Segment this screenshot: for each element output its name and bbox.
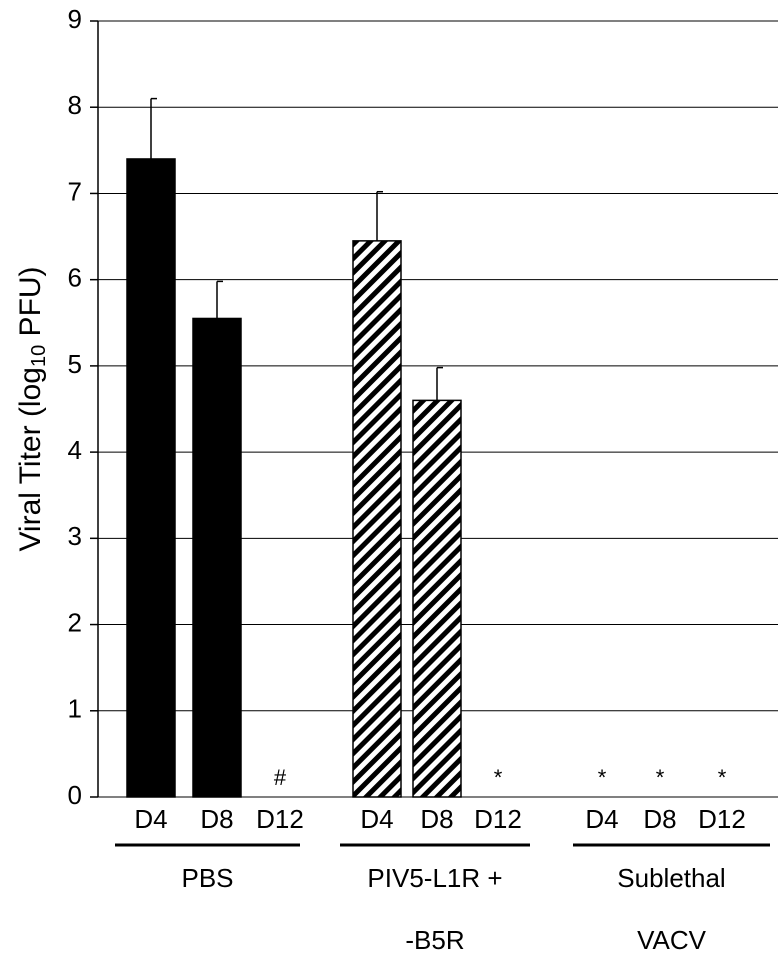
group-label: PIV5-L1R + xyxy=(367,863,502,893)
y-tick-label: 9 xyxy=(68,4,82,34)
x-tick-label: D4 xyxy=(360,804,393,834)
group-label: Sublethal xyxy=(617,863,725,893)
x-tick-label: D8 xyxy=(200,804,233,834)
annotation: * xyxy=(718,765,727,790)
x-tick-label: D12 xyxy=(698,804,746,834)
x-tick-label: D12 xyxy=(474,804,522,834)
y-title-subscript: 10 xyxy=(28,345,50,367)
bar xyxy=(126,158,176,798)
annotation: # xyxy=(274,765,287,790)
y-tick-label: 7 xyxy=(68,176,82,206)
group-label: PBS xyxy=(181,863,233,893)
bar xyxy=(192,317,242,798)
y-tick-label: 8 xyxy=(68,90,82,120)
bar xyxy=(412,399,462,798)
y-tick-label: 2 xyxy=(68,607,82,637)
annotation: * xyxy=(656,765,665,790)
group-label: -B5R xyxy=(405,925,464,955)
annotation: * xyxy=(598,765,607,790)
y-axis-title: Viral Titer (log10 PFU) xyxy=(14,266,50,551)
y-title-part: PFU) xyxy=(14,266,47,344)
bar xyxy=(352,240,402,798)
y-tick-label: 0 xyxy=(68,780,82,810)
x-tick-label: D8 xyxy=(643,804,676,834)
x-tick-label: D4 xyxy=(585,804,618,834)
x-tick-label: D4 xyxy=(134,804,167,834)
annotation: * xyxy=(494,765,503,790)
y-tick-label: 6 xyxy=(68,263,82,293)
y-tick-label: 4 xyxy=(68,435,82,465)
y-title-part: Viral Titer (log xyxy=(14,367,47,552)
x-tick-label: D8 xyxy=(420,804,453,834)
y-tick-label: 1 xyxy=(68,694,82,724)
y-tick-label: 5 xyxy=(68,349,82,379)
group-label: VACV xyxy=(637,925,707,955)
x-tick-label: D12 xyxy=(256,804,304,834)
y-tick-label: 3 xyxy=(68,521,82,551)
